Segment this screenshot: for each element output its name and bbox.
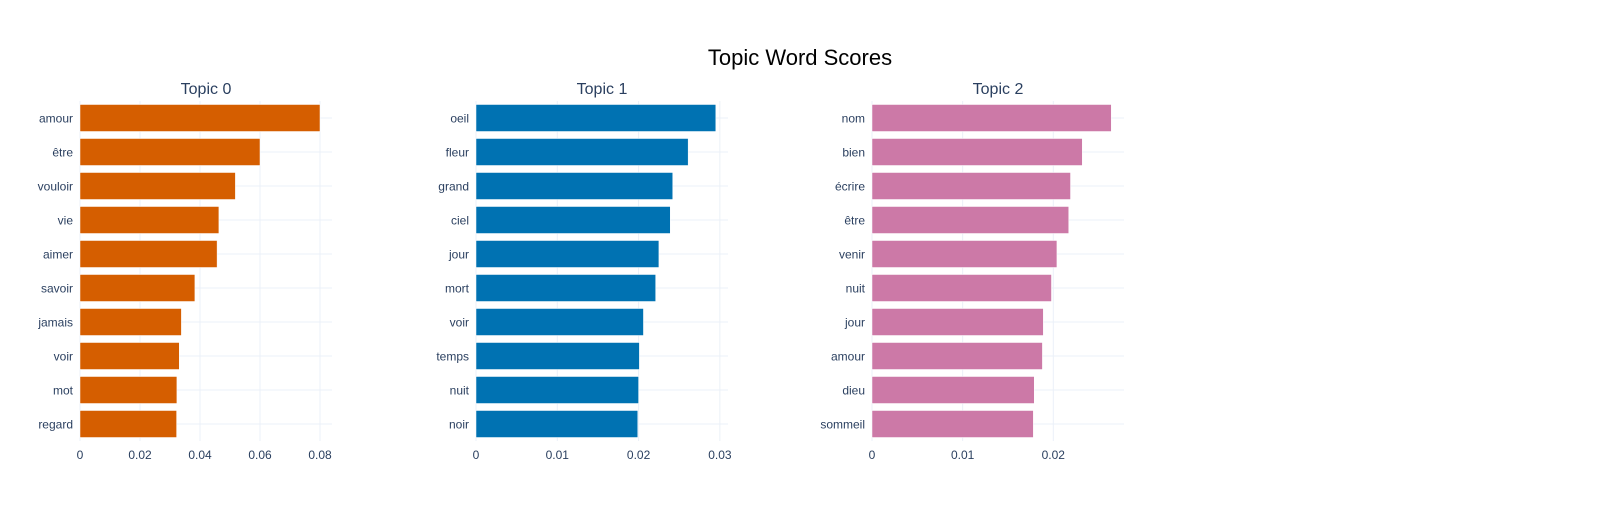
x-tick-label: 0 [869, 448, 876, 462]
bar [475, 104, 717, 132]
bar [475, 274, 656, 302]
category-label: voir [450, 316, 469, 330]
bar [79, 376, 178, 404]
x-tick-label: 0.03 [708, 448, 732, 462]
bar [475, 138, 689, 166]
category-label: jamais [37, 316, 73, 330]
chart-panels: amour être vouloir vie aimer savoir jamais voir… [37, 81, 1124, 462]
bar [475, 342, 640, 370]
panel-title: Topic 0 [181, 81, 232, 98]
bar [871, 138, 1083, 166]
category-label: temps [436, 350, 469, 364]
bar [79, 274, 196, 302]
bar [79, 240, 218, 268]
category-label: regard [38, 418, 73, 432]
x-tick-label: 0.01 [951, 448, 975, 462]
category-label: vie [58, 214, 74, 228]
x-tick-label: 0.06 [248, 448, 272, 462]
bar [79, 410, 177, 438]
category-label: savoir [41, 282, 73, 296]
bar [79, 342, 180, 370]
category-label: oeil [450, 112, 469, 126]
bar [475, 172, 673, 200]
x-tick-label: 0.02 [128, 448, 152, 462]
bar [871, 376, 1035, 404]
category-label: être [844, 214, 865, 228]
bar [79, 206, 220, 234]
bar [475, 410, 639, 438]
category-label: aimer [43, 248, 73, 262]
bar [871, 308, 1044, 336]
bar [871, 410, 1034, 438]
category-label: amour [831, 350, 865, 364]
category-label: vouloir [38, 180, 73, 194]
bar [79, 308, 182, 336]
bar [871, 104, 1112, 132]
panel-topic-1: oeil fleur grand ciel jour mort voir temps nuit n… [436, 81, 732, 462]
category-label: ciel [451, 214, 469, 228]
panel-title: Topic 1 [577, 81, 628, 98]
bar [79, 172, 236, 200]
category-label: voir [54, 350, 73, 364]
bar [475, 308, 644, 336]
category-label: noir [449, 418, 469, 432]
category-label: mot [53, 384, 74, 398]
category-label: être [52, 146, 73, 160]
chart-title: Topic Word Scores [708, 45, 892, 70]
x-tick-label: 0.02 [627, 448, 651, 462]
bar [475, 206, 671, 234]
bar [871, 240, 1058, 268]
category-label: mort [445, 282, 470, 296]
category-label: jour [448, 248, 469, 262]
category-label: nuit [450, 384, 470, 398]
bar [871, 274, 1052, 302]
category-label: dieu [842, 384, 865, 398]
panel-topic-0: amour être vouloir vie aimer savoir jamais voir… [37, 81, 332, 462]
category-label: écrire [835, 180, 865, 194]
category-label: jour [844, 316, 865, 330]
x-tick-label: 0.04 [188, 448, 212, 462]
bar [871, 342, 1043, 370]
category-label: amour [39, 112, 73, 126]
bar [871, 172, 1071, 200]
category-label: nuit [846, 282, 866, 296]
x-tick-label: 0.02 [1042, 448, 1066, 462]
x-tick-label: 0 [77, 448, 84, 462]
panel-topic-2: nom bien écrire être venir nuit jour amour dieu s… [820, 81, 1124, 462]
bar [475, 376, 639, 404]
x-tick-label: 0.08 [308, 448, 332, 462]
bar [79, 138, 261, 166]
bar [79, 104, 321, 132]
category-label: venir [839, 248, 865, 262]
panel-title: Topic 2 [973, 81, 1024, 98]
category-label: sommeil [820, 418, 865, 432]
category-label: bien [842, 146, 865, 160]
category-label: grand [438, 180, 469, 194]
bar [871, 206, 1069, 234]
x-tick-label: 0.01 [546, 448, 570, 462]
category-label: nom [842, 112, 865, 126]
bar [475, 240, 660, 268]
category-label: fleur [446, 146, 469, 160]
x-tick-label: 0 [473, 448, 480, 462]
